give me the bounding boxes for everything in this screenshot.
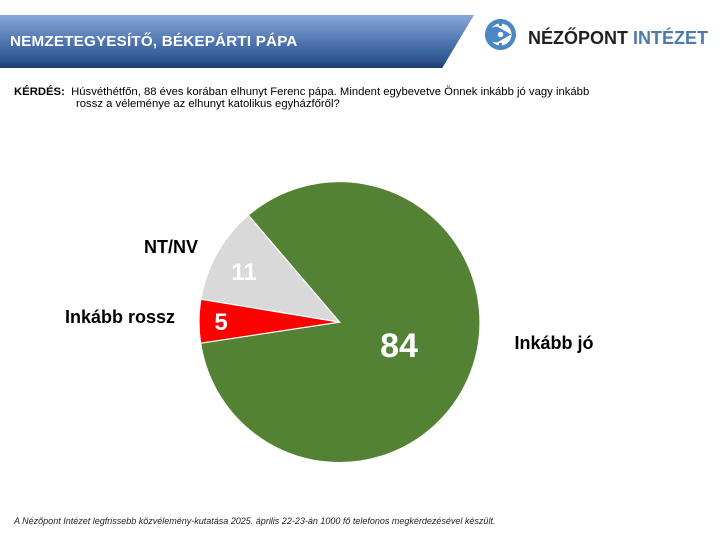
svg-text:11: 11 (231, 259, 256, 286)
svg-text:5: 5 (214, 309, 227, 336)
svg-text:Inkább jó: Inkább jó (514, 333, 593, 353)
svg-text:NT/NV: NT/NV (144, 237, 198, 257)
svg-text:84: 84 (380, 327, 418, 365)
svg-text:Inkább rossz: Inkább rossz (65, 307, 175, 327)
